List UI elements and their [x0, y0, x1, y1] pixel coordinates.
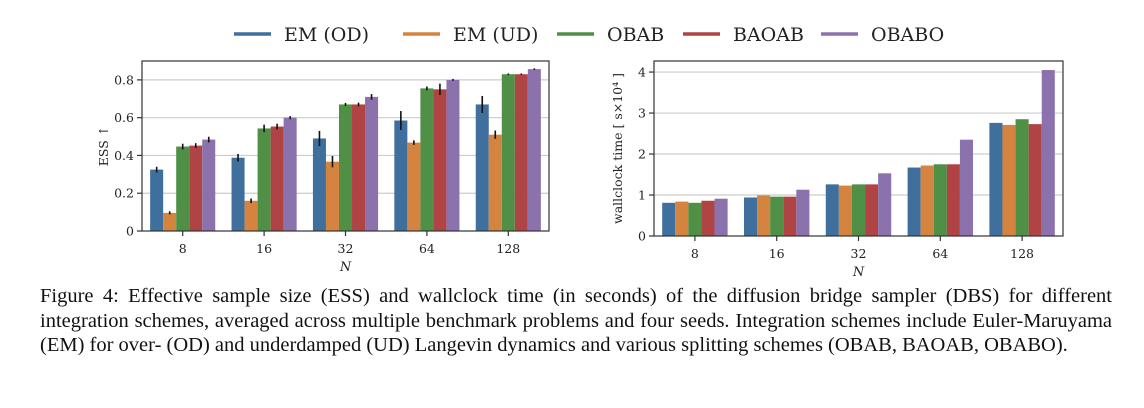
y-tick-label: 0.8: [114, 72, 134, 87]
y-tick-label: 4: [638, 65, 646, 80]
legend-label-3: BAOAB: [733, 24, 804, 46]
x-axis-label: N: [852, 265, 865, 280]
x-tick-label: 16: [769, 246, 785, 261]
bar-obabo-32: [878, 173, 892, 236]
legend-label-0: EM (OD): [284, 24, 369, 46]
bar-em-od--16: [743, 197, 758, 236]
ess-bar-chart: 0 0.2 0.4 0.6 0.8 8 16 32 64 128 N ESS ↑: [96, 60, 550, 275]
bar-em-ud--8: [675, 201, 689, 236]
bar-em-od--16: [231, 157, 245, 231]
bar-obab-64: [420, 88, 434, 231]
bar-baoab-32: [352, 104, 366, 231]
y-axis-label: wallclock time [ s×10⁴ ]: [610, 73, 625, 224]
bar-em-ud--128: [1002, 124, 1016, 236]
bar-baoab-8: [189, 145, 203, 231]
bar-em-ud--128: [488, 134, 502, 231]
bar-obab-16: [257, 128, 271, 231]
bar-obabo-128: [527, 69, 541, 231]
bar-obabo-16: [796, 189, 810, 236]
bar-em-od--128: [989, 122, 1003, 236]
y-tick-label: 0.2: [114, 186, 134, 201]
bar-obab-32: [338, 104, 353, 231]
bar-obab-128: [501, 74, 515, 231]
bar-em-ud--16: [244, 200, 258, 231]
bar-obab-32: [851, 184, 866, 236]
x-tick-label: 8: [179, 241, 187, 256]
bar-em-od--32: [825, 184, 839, 236]
figure-caption: Figure 4: Effective sample size (ESS) an…: [40, 285, 1112, 356]
bar-obab-128: [1015, 119, 1029, 236]
bar-baoab-16: [270, 126, 284, 231]
bar-obabo-16: [283, 117, 297, 231]
bar-obabo-128: [1041, 70, 1055, 237]
y-tick-label: 0.4: [114, 148, 134, 163]
bar-em-ud--64: [407, 142, 421, 231]
x-tick-label: 128: [1010, 246, 1034, 261]
figure: EM (OD) EM (UD) OBAB BAOAB OBABO 00.20.40.60…: [96, 24, 1064, 280]
bar-em-ud--64: [920, 165, 934, 236]
bar-em-od--32: [312, 138, 326, 231]
bar-obabo-32: [365, 96, 379, 231]
bar-obab-8: [176, 146, 190, 231]
x-tick-label: 8: [691, 246, 699, 261]
bar-em-ud--8: [163, 212, 177, 231]
x-tick-label: 64: [932, 246, 948, 261]
bar-obab-8: [688, 202, 702, 236]
bar-em-od--64: [394, 120, 408, 231]
bar-em-od--8: [662, 202, 676, 236]
bar-obabo-8: [202, 139, 216, 231]
bar-obabo-8: [714, 198, 728, 236]
legend-label-1: EM (UD): [453, 24, 538, 46]
bar-baoab-64: [433, 89, 447, 231]
y-tick-label: 0: [638, 229, 646, 244]
x-tick-label: 16: [256, 241, 272, 256]
bar-obab-16: [770, 196, 784, 236]
bar-obabo-64: [446, 79, 460, 231]
bar-obab-64: [933, 164, 947, 236]
bar-baoab-32: [865, 184, 879, 236]
bar-baoab-128: [514, 74, 528, 231]
bar-em-od--8: [150, 169, 164, 231]
y-tick-label: 3: [638, 106, 646, 121]
bar-em-ud--32: [325, 161, 339, 231]
bar-obabo-64: [959, 139, 974, 236]
x-tick-label: 32: [338, 241, 354, 256]
y-tick-label: 0: [126, 224, 134, 239]
y-tick-label: 2: [638, 147, 646, 162]
x-axis-label: N: [339, 260, 352, 275]
y-axis-label: ESS ↑: [96, 126, 111, 166]
bar-baoab-64: [946, 164, 960, 236]
legend-label-2: OBAB: [607, 24, 664, 46]
y-tick-label: 1: [638, 188, 646, 203]
bar-baoab-16: [783, 196, 797, 236]
x-tick-label: 32: [851, 246, 867, 261]
legend: EM (OD) EM (UD) OBAB BAOAB OBABO: [234, 24, 944, 46]
legend-label-4: OBABO: [871, 24, 944, 46]
bar-em-od--128: [475, 104, 489, 231]
x-tick-label: 64: [419, 241, 435, 256]
bar-baoab-8: [701, 200, 715, 236]
bar-em-ud--16: [757, 195, 771, 236]
bar-baoab-128: [1028, 124, 1042, 236]
x-tick-label: 128: [496, 241, 520, 256]
y-tick-label: 0.6: [114, 110, 134, 125]
bar-em-od--64: [907, 167, 921, 236]
bar-em-ud--32: [838, 185, 852, 236]
